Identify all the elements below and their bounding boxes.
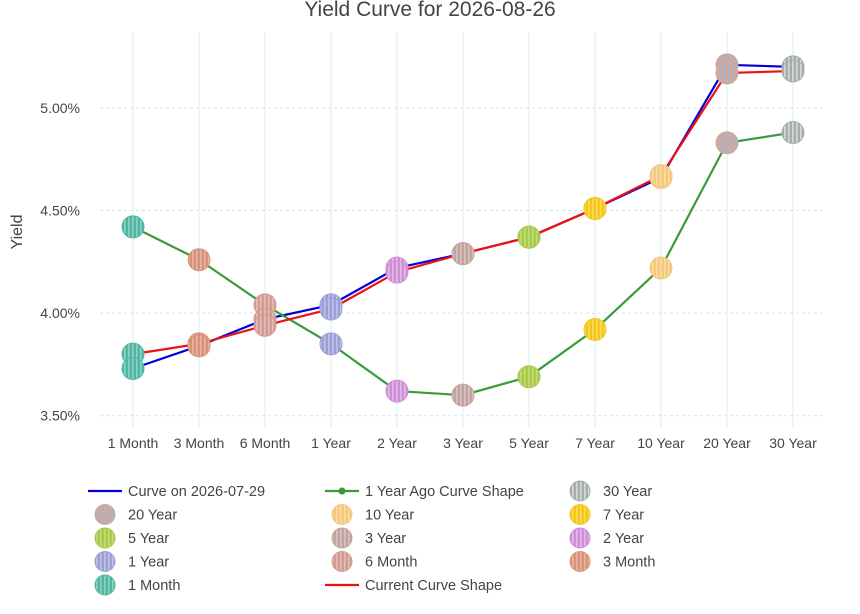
x-tick-label: 7 Year: [575, 435, 615, 451]
legend-swatch-dot: [338, 487, 346, 495]
y-tick-labels: 3.50% 4.00% 4.50% 5.00%: [40, 100, 80, 424]
legend-label: 6 Month: [365, 555, 417, 571]
marker-7-year: [583, 196, 607, 220]
y-tick-label: 5.00%: [40, 100, 80, 116]
x-tick-labels: 1 Month 3 Month 6 Month 1 Year 2 Year 3 Year 5…: [108, 435, 817, 451]
x-tick-label: 5 Year: [509, 435, 549, 451]
marker-5-year: [517, 365, 541, 389]
series-markers: [121, 53, 805, 407]
legend-item-current-curve-shape[interactable]: Current Curve Shape: [325, 578, 502, 594]
marker-30-year: [781, 59, 805, 83]
x-tick-label: 1 Year: [311, 435, 351, 451]
legend-item-10-year[interactable]: 10 Year: [331, 504, 414, 525]
grid-lines: [100, 32, 826, 428]
legend-item-5-year[interactable]: 5 Year: [94, 527, 169, 549]
legend-swatch: [94, 551, 116, 572]
marker-1-year: [319, 332, 343, 356]
y-tick-label: 3.50%: [40, 408, 80, 424]
legend-item-1-year[interactable]: 1 Year: [94, 551, 169, 572]
legend-swatch: [331, 551, 353, 572]
legend-label: 1 Year: [128, 555, 169, 571]
marker-3-month: [187, 248, 211, 272]
marker-5-year: [517, 225, 541, 249]
x-tick-label: 30 Year: [769, 435, 817, 451]
legend-item-6-month[interactable]: 6 Month: [331, 551, 417, 572]
marker-10-year: [649, 164, 673, 188]
marker-6-month: [253, 313, 277, 337]
legend-item-20-year[interactable]: 20 Year: [94, 504, 177, 525]
x-tick-label: 20 Year: [703, 435, 751, 451]
legend-swatch: [331, 504, 353, 525]
x-tick-label: 1 Month: [108, 435, 159, 451]
legend-label: Current Curve Shape: [365, 578, 502, 594]
legend-label: 5 Year: [128, 531, 169, 547]
legend-item-2-year[interactable]: 2 Year: [569, 527, 644, 549]
x-tick-label: 6 Month: [240, 435, 291, 451]
legend: Curve on 2026-07-29 1 Year Ago Curve Shap…: [88, 480, 655, 596]
x-tick-label: 3 Year: [443, 435, 483, 451]
marker-1-month: [121, 215, 145, 239]
legend-label: 30 Year: [603, 484, 652, 500]
legend-item-30-year[interactable]: 30 Year: [569, 480, 652, 502]
legend-item-1-month[interactable]: 1 Month: [94, 574, 180, 596]
marker-2-year: [385, 260, 409, 284]
legend-item-1-year-ago-curve-shape[interactable]: 1 Year Ago Curve Shape: [325, 484, 524, 500]
legend-item-3-month[interactable]: 3 Month: [569, 551, 655, 572]
x-tick-label: 2 Year: [377, 435, 417, 451]
legend-label: 1 Month: [128, 578, 180, 594]
legend-item-3-year[interactable]: 3 Year: [331, 527, 406, 549]
legend-label: Curve on 2026-07-29: [128, 484, 265, 500]
legend-swatch: [94, 574, 116, 596]
legend-item-7-year[interactable]: 7 Year: [569, 504, 644, 525]
legend-label: 3 Month: [603, 555, 655, 571]
legend-swatch: [569, 504, 591, 525]
marker-30-year: [781, 121, 805, 145]
legend-label: 3 Year: [365, 531, 406, 547]
marker-20-year: [715, 61, 739, 85]
legend-label: 20 Year: [128, 508, 177, 524]
marker-3-year: [451, 242, 475, 266]
legend-label: 10 Year: [365, 508, 414, 524]
marker-7-year: [583, 318, 607, 342]
marker-3-year: [451, 383, 475, 407]
legend-label: 7 Year: [603, 508, 644, 524]
legend-swatch: [331, 527, 353, 549]
legend-swatch: [569, 551, 591, 572]
x-tick-label: 3 Month: [174, 435, 225, 451]
marker-2-year: [385, 379, 409, 403]
legend-item-curve-on-2026-07-29[interactable]: Curve on 2026-07-29: [88, 484, 265, 500]
y-tick-label: 4.50%: [40, 203, 80, 219]
legend-label: 1 Year Ago Curve Shape: [365, 484, 524, 500]
y-axis-label: Yield: [9, 215, 26, 250]
legend-swatch: [94, 527, 116, 549]
marker-10-year: [649, 256, 673, 280]
y-tick-label: 4.00%: [40, 305, 80, 321]
marker-1-month: [121, 356, 145, 380]
marker-20-year: [715, 131, 739, 155]
marker-1-year: [319, 297, 343, 321]
x-tick-label: 10 Year: [637, 435, 685, 451]
marker-3-month: [187, 334, 211, 358]
legend-swatch: [94, 504, 116, 525]
legend-label: 2 Year: [603, 531, 644, 547]
legend-swatch: [569, 480, 591, 502]
chart-title: Yield Curve for 2026-08-26: [304, 0, 555, 21]
legend-swatch: [569, 527, 591, 549]
